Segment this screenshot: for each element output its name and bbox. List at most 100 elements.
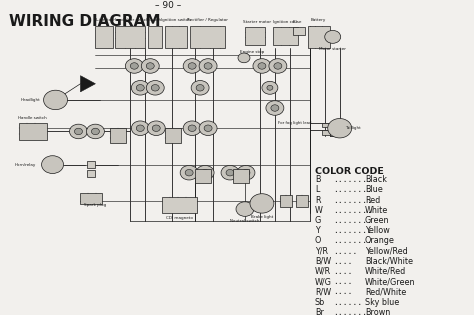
Circle shape [188,63,196,69]
Circle shape [262,81,278,94]
Bar [273,27,298,45]
Text: Sb: Sb [315,297,325,306]
Bar [322,130,330,135]
Text: ........: ........ [333,236,372,245]
Circle shape [86,124,104,139]
Text: Y: Y [315,226,320,235]
Circle shape [196,165,214,180]
Text: L: L [315,186,319,194]
Bar [190,26,225,48]
Text: Battery: Battery [311,18,327,22]
Text: Motor starter: Motor starter [319,47,346,51]
Circle shape [221,165,239,180]
Text: Br: Br [315,308,324,315]
Circle shape [266,101,284,115]
Bar [110,128,127,143]
Text: Engine stop: Engine stop [240,50,264,54]
Circle shape [152,125,160,131]
Bar [296,195,308,207]
Circle shape [242,169,250,176]
Bar [165,26,187,48]
Text: CDI magneto: CDI magneto [166,215,192,220]
Bar [162,197,197,213]
Text: Black/White: Black/White [365,257,413,266]
Text: Ignition coil: Ignition coil [273,20,297,24]
Text: ........: ........ [333,206,372,215]
Circle shape [204,125,212,131]
Circle shape [141,59,159,73]
Circle shape [250,194,274,213]
Text: WIRING DIAGRAM: WIRING DIAGRAM [9,14,160,29]
Circle shape [236,202,254,216]
Text: ........: ........ [333,216,372,225]
Text: ........: ........ [333,186,372,194]
Text: Starter motor: Starter motor [243,20,271,24]
Text: O: O [315,236,321,245]
Text: White/Red: White/Red [365,267,406,276]
Text: B: B [315,175,320,184]
Text: Rectifier / Regulator: Rectifier / Regulator [187,18,228,22]
Bar [280,195,292,207]
Text: R/W: R/W [315,287,331,296]
Circle shape [130,63,138,69]
Text: White: White [365,206,388,215]
Text: W: W [315,206,323,215]
Bar [115,26,145,48]
Circle shape [199,121,217,135]
Circle shape [199,59,217,73]
Bar [87,161,95,168]
Bar [87,170,95,177]
Circle shape [226,169,234,176]
Text: Ignition switch: Ignition switch [161,18,191,22]
Text: – 90 –: – 90 – [155,1,182,10]
Circle shape [185,169,193,176]
Text: Blue: Blue [365,186,383,194]
Text: Y/R: Y/R [315,247,328,255]
Text: W/R: W/R [315,267,331,276]
Circle shape [42,156,64,174]
Text: Brown: Brown [365,308,390,315]
Bar [81,193,102,204]
Circle shape [70,124,87,139]
Text: G: G [315,216,321,225]
Text: COLOR CODE: COLOR CODE [315,167,384,176]
Circle shape [183,121,201,135]
Circle shape [183,59,201,73]
Text: Yellow: Yellow [365,226,390,235]
Text: L-ignitor: L-ignitor [95,18,113,22]
Text: ....: .... [333,277,353,286]
Text: Headlight: Headlight [21,98,41,102]
Bar [322,123,330,127]
Text: ........: ........ [333,196,372,205]
Text: ........: ........ [333,226,372,235]
Text: .....: ..... [333,247,357,255]
Bar [18,123,46,140]
Circle shape [325,30,341,43]
Text: ....: .... [333,257,353,266]
Text: Handle switch: Handle switch [18,116,47,120]
Text: Taillight: Taillight [345,126,360,130]
Circle shape [274,63,282,69]
Circle shape [271,105,279,111]
Circle shape [180,165,198,180]
Circle shape [253,59,271,73]
Bar [165,128,181,143]
Circle shape [258,63,266,69]
Circle shape [151,84,159,91]
Text: Black: Black [365,175,387,184]
Circle shape [74,128,82,135]
Text: For fog light lead: For fog light lead [278,121,312,124]
Text: Horn/relay: Horn/relay [14,163,36,167]
Text: R: R [315,196,320,205]
Text: .......: ....... [333,308,367,315]
Circle shape [196,84,204,91]
Text: White/Green: White/Green [365,277,415,286]
Bar [308,26,330,48]
Circle shape [328,118,352,138]
Text: ....: .... [333,287,353,296]
Text: Clutch: Clutch [149,18,162,22]
Text: Red: Red [365,196,380,205]
Bar [233,169,249,183]
Text: ....: .... [333,267,353,276]
Text: B/W: B/W [315,257,331,266]
